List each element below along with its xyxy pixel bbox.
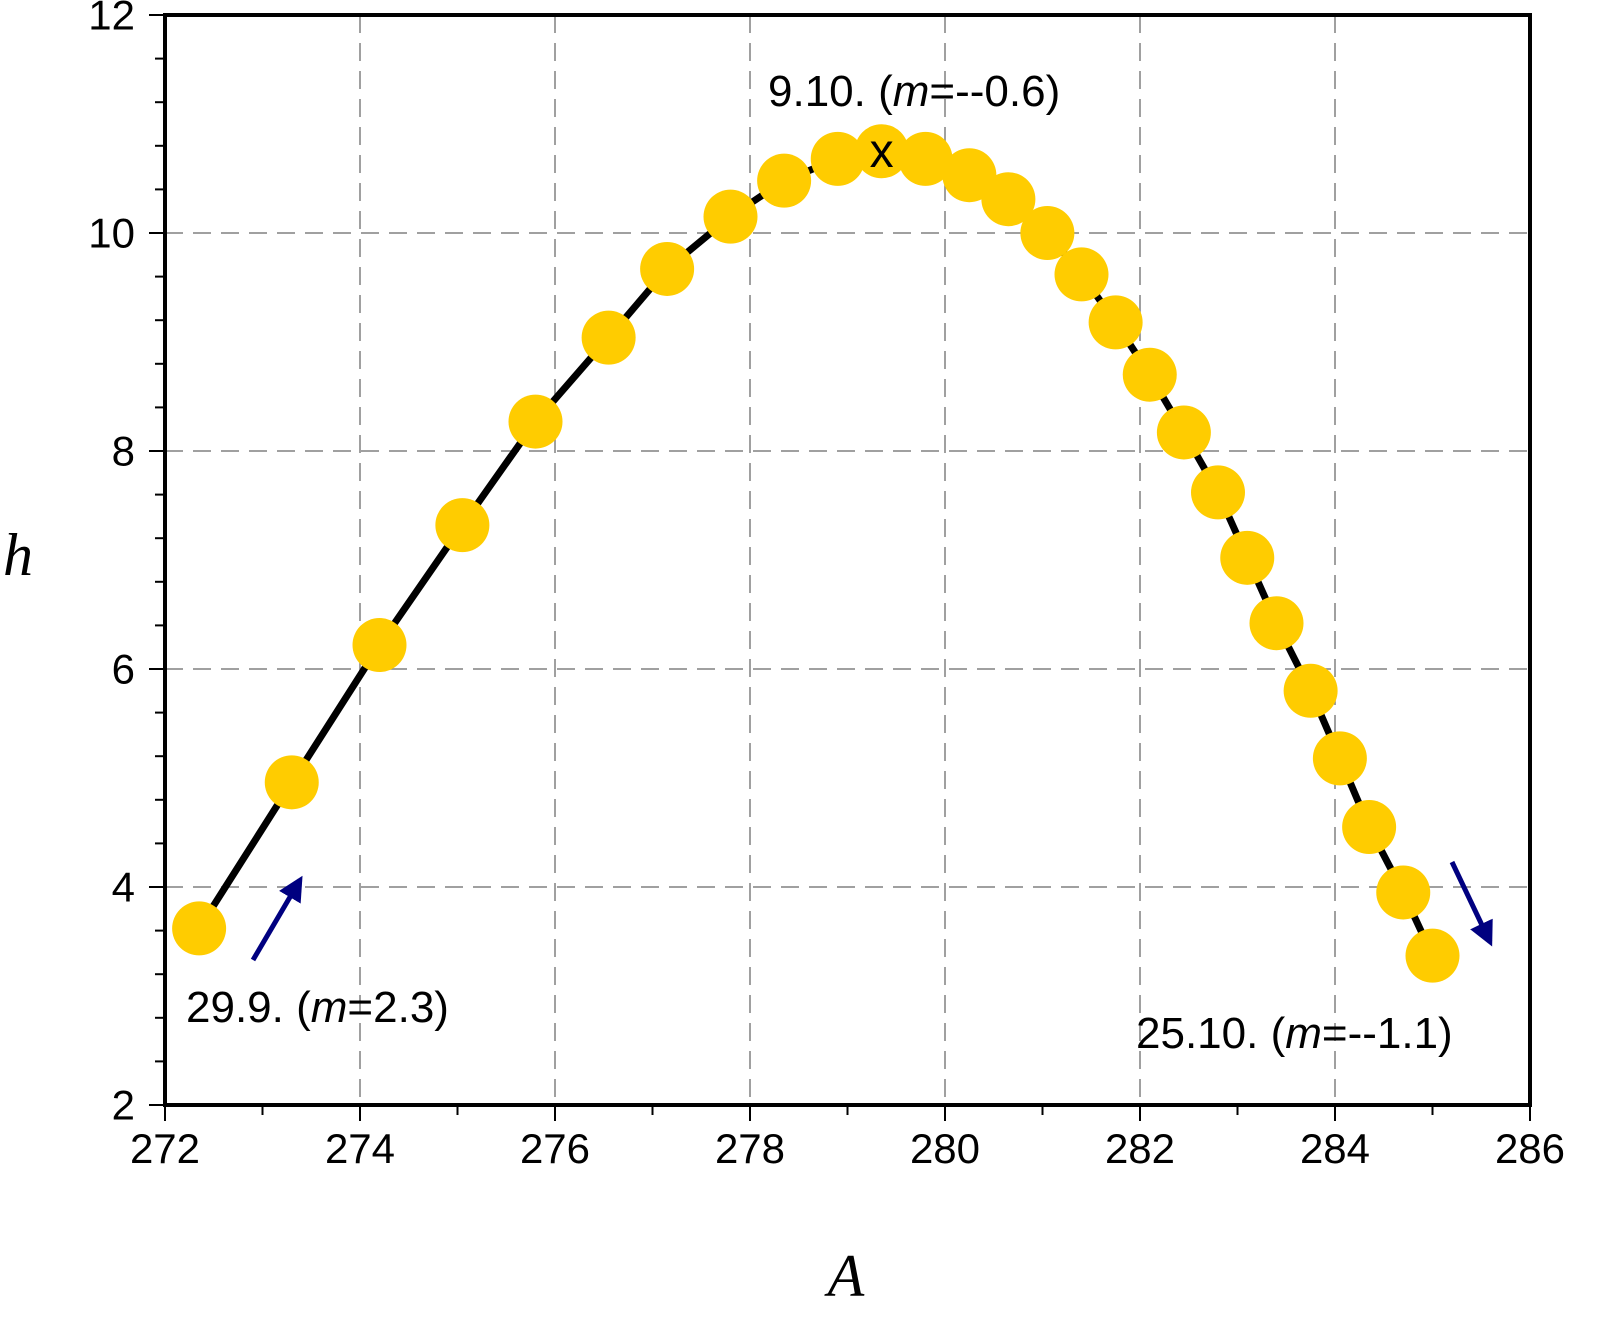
x-tick-labels: 272 274 276 278 280 282 284 286	[130, 1125, 1565, 1172]
y-tick-label: 8	[112, 428, 135, 475]
annotation-peak: 9.10. (m=‑‑0.6)	[768, 67, 1060, 116]
x-tick-label: 276	[520, 1125, 590, 1172]
data-point	[1088, 295, 1143, 350]
data-point	[854, 124, 909, 179]
data-point	[1405, 928, 1460, 983]
y-tick-label: 12	[88, 0, 135, 39]
annotation-start: 29.9. (m=2.3)	[186, 983, 449, 1032]
peak-marker: x	[870, 125, 894, 178]
data-point	[1122, 347, 1177, 402]
data-point	[1312, 731, 1367, 786]
data-point	[757, 153, 812, 208]
data-point	[1342, 800, 1397, 855]
data-point	[508, 394, 563, 449]
x-tick-label: 284	[1300, 1125, 1370, 1172]
x-tick-label: 282	[1105, 1125, 1175, 1172]
data-point	[1156, 405, 1211, 460]
data-point	[810, 131, 865, 186]
y-tick-label: 2	[112, 1082, 135, 1129]
annotation-end: 25.10. (m=‑‑1.1)	[1136, 1009, 1453, 1058]
data-point	[172, 901, 227, 956]
y-axis-title: h	[3, 522, 33, 588]
x-tick-label: 278	[715, 1125, 785, 1172]
direction-arrows	[250, 860, 1493, 962]
data-point	[581, 310, 636, 365]
data-point	[703, 189, 758, 244]
data-point	[435, 498, 490, 553]
data-point	[981, 172, 1036, 227]
x-tick-label: 286	[1495, 1125, 1565, 1172]
data-point	[1283, 663, 1338, 718]
data-point	[942, 148, 997, 203]
plot-frame	[163, 13, 1532, 1107]
arrow-down-icon	[1449, 860, 1493, 947]
grid-lines	[165, 15, 1530, 1105]
data-point	[1191, 465, 1245, 520]
y-tick-label: 4	[112, 864, 135, 911]
data-point	[1020, 206, 1075, 260]
data-point	[1249, 596, 1304, 651]
data-point	[1054, 247, 1109, 302]
x-axis-title: A	[824, 1243, 865, 1309]
data-point	[1376, 865, 1431, 920]
arrow-up-icon	[250, 875, 303, 962]
data-points	[172, 124, 1460, 983]
x-tick-label: 272	[130, 1125, 200, 1172]
x-tick-label: 280	[910, 1125, 980, 1172]
data-point	[898, 131, 953, 186]
data-point	[352, 618, 407, 673]
data-point	[264, 755, 319, 810]
data-point	[640, 241, 695, 296]
y-tick-label: 10	[88, 210, 135, 257]
x-tick-label: 274	[325, 1125, 395, 1172]
data-point	[1220, 530, 1275, 585]
y-tick-label: 6	[112, 646, 135, 693]
y-tick-labels: 2 4 6 8 10 12	[88, 0, 135, 1129]
